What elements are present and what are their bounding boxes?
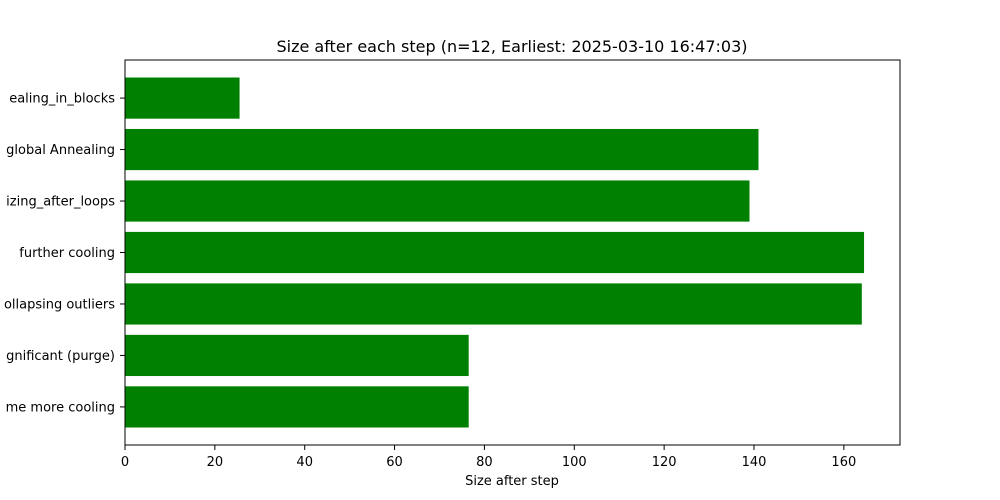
bar-5 — [125, 334, 469, 377]
x-tick-label-7: 140 — [742, 455, 767, 470]
y-tick-label-5: gnificant (purge) — [6, 349, 115, 364]
y-tick-label-4: ollapsing outliers — [4, 297, 115, 312]
bar-4 — [125, 283, 862, 325]
x-axis: 0 20 40 60 80 100 120 140 160 — [121, 445, 856, 470]
y-tick-label-6: me more cooling — [6, 400, 115, 415]
x-tick-label-8: 160 — [831, 455, 856, 470]
chart-title: Size after each step (n=12, Earliest: 20… — [276, 37, 747, 56]
bar-6 — [125, 386, 469, 428]
x-tick-label-0: 0 — [121, 455, 129, 470]
x-tick-label-4: 80 — [476, 455, 493, 470]
y-tick-label-0: ealing_in_blocks — [9, 92, 115, 107]
y-tick-label-1: global Annealing — [6, 143, 115, 158]
bar-0 — [125, 77, 240, 119]
x-axis-label: Size after step — [465, 474, 559, 489]
x-tick-label-5: 100 — [562, 455, 587, 470]
bar-3 — [125, 231, 865, 274]
y-tick-label-2: izing_after_loops — [6, 195, 115, 210]
x-tick-label-6: 120 — [652, 455, 677, 470]
bar-2 — [125, 180, 750, 222]
y-tick-label-3: further cooling — [19, 246, 115, 261]
x-tick-label-3: 60 — [386, 455, 403, 470]
bars-group — [125, 77, 865, 428]
x-tick-label-2: 40 — [296, 455, 313, 470]
x-tick-label-1: 20 — [207, 455, 224, 470]
bar-1 — [125, 128, 759, 171]
